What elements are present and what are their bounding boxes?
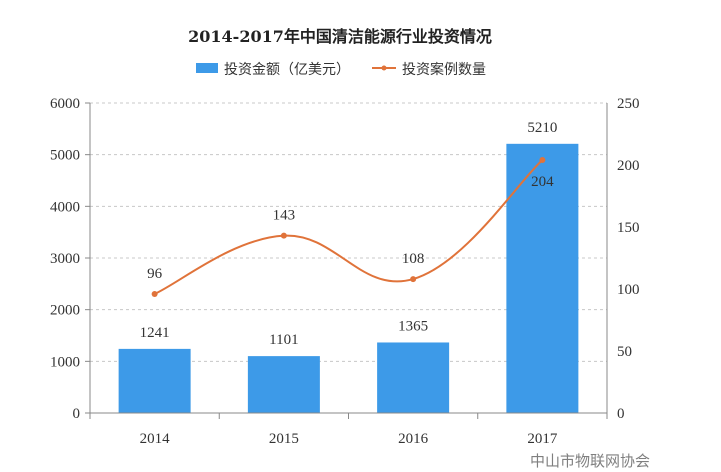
y-right-tick-label: 100	[617, 282, 640, 298]
legend-line-label: 投资案例数量	[402, 61, 486, 78]
line-data-label: 96	[147, 266, 163, 282]
x-tick-label: 2017	[527, 431, 558, 447]
y-left-tick-label: 5000	[50, 148, 80, 164]
line-data-label: 108	[402, 251, 425, 267]
y-right-tick-label: 150	[617, 220, 640, 236]
y-left-tick-label: 6000	[50, 96, 80, 112]
y-left-tick-label: 4000	[50, 199, 80, 215]
line-point	[280, 232, 287, 239]
chart-title: 2014-2017年中国清洁能源行业投资情况	[188, 27, 492, 46]
line-point	[410, 276, 417, 283]
bar-data-label: 1365	[398, 318, 428, 334]
line-data-label: 143	[273, 208, 296, 224]
bar	[506, 143, 579, 414]
bar	[247, 356, 320, 413]
x-tick-label: 2016	[398, 431, 429, 447]
y-right-tick-label: 200	[617, 158, 640, 174]
watermark: 中山市物联网协会	[530, 452, 650, 470]
bar-data-label: 1101	[269, 332, 298, 348]
bar-data-label: 5210	[527, 120, 557, 136]
y-left-tick-label: 0	[73, 406, 81, 422]
y-left-tick-label: 2000	[50, 303, 80, 319]
line-point	[539, 157, 546, 164]
legend: 投资金额（亿美元） 投资案例数量	[196, 61, 486, 78]
legend-line-marker	[381, 65, 387, 71]
legend-bar-swatch	[196, 63, 218, 73]
bar	[118, 348, 191, 413]
y-left-tick-label: 3000	[50, 251, 80, 267]
y-left-tick-label: 1000	[50, 354, 80, 370]
line-series	[154, 159, 544, 295]
x-tick-label: 2015	[269, 431, 299, 447]
line-data-label: 204	[531, 174, 554, 190]
y-right-tick-label: 50	[617, 344, 632, 360]
line-point	[151, 290, 158, 297]
legend-bar-label: 投资金额（亿美元）	[224, 62, 350, 78]
y-right-tick-label: 0	[617, 406, 625, 422]
bar	[377, 342, 450, 413]
y-right-tick-label: 250	[617, 96, 640, 112]
bar-data-label: 1241	[140, 325, 170, 341]
x-tick-label: 2014	[140, 431, 171, 447]
